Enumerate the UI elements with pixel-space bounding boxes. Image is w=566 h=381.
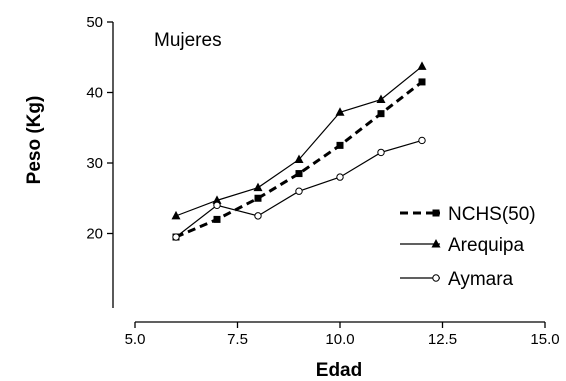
data-point <box>418 78 426 86</box>
data-point <box>212 195 222 204</box>
x-tick-label: 7.5 <box>227 331 248 348</box>
data-point <box>377 148 385 157</box>
data-point <box>213 215 221 223</box>
data-point <box>253 182 263 192</box>
data-point <box>294 154 304 163</box>
data-point <box>213 201 221 210</box>
data-point <box>336 173 344 181</box>
chart-annotation: Mujeres <box>154 30 222 51</box>
legend-swatch-marker <box>432 209 440 217</box>
data-point <box>417 61 427 70</box>
y-tick-label: 30 <box>86 155 103 172</box>
series-lines <box>171 61 427 241</box>
legend-label: Aymara <box>448 269 514 290</box>
x-tick-label: 12.5 <box>428 331 457 348</box>
legend-label: Arequipa <box>448 235 524 256</box>
axes <box>107 21 546 328</box>
series-aymara <box>172 136 426 241</box>
data-point <box>254 194 262 202</box>
data-point <box>254 212 262 220</box>
y-tick-label: 50 <box>86 14 103 31</box>
legend: NCHS(50) Arequipa Aymara <box>400 204 536 290</box>
series-arequipa <box>171 61 427 220</box>
legend-label: NCHS(50) <box>448 204 536 225</box>
data-point <box>295 187 303 195</box>
x-tick-label: 5.0 <box>125 331 146 348</box>
tick-labels: 20 30 40 50 5.0 7.5 10.0 12.5 15.0 <box>86 14 559 348</box>
data-point <box>172 233 180 241</box>
x-tick-label: 15.0 <box>530 331 559 348</box>
data-point <box>377 110 385 118</box>
data-point <box>295 170 303 178</box>
data-point <box>335 107 345 116</box>
data-point <box>418 136 426 145</box>
y-axis-title: Peso (Kg) <box>24 96 45 185</box>
x-tick-label: 10.0 <box>325 331 354 348</box>
legend-swatch-marker <box>431 239 441 248</box>
legend-swatch-marker <box>432 274 440 282</box>
y-tick-label: 40 <box>86 85 103 102</box>
data-point <box>336 141 344 149</box>
data-point <box>171 210 181 220</box>
y-tick-label: 20 <box>86 226 103 243</box>
x-axis-title: Edad <box>316 360 362 381</box>
data-point <box>376 94 386 104</box>
